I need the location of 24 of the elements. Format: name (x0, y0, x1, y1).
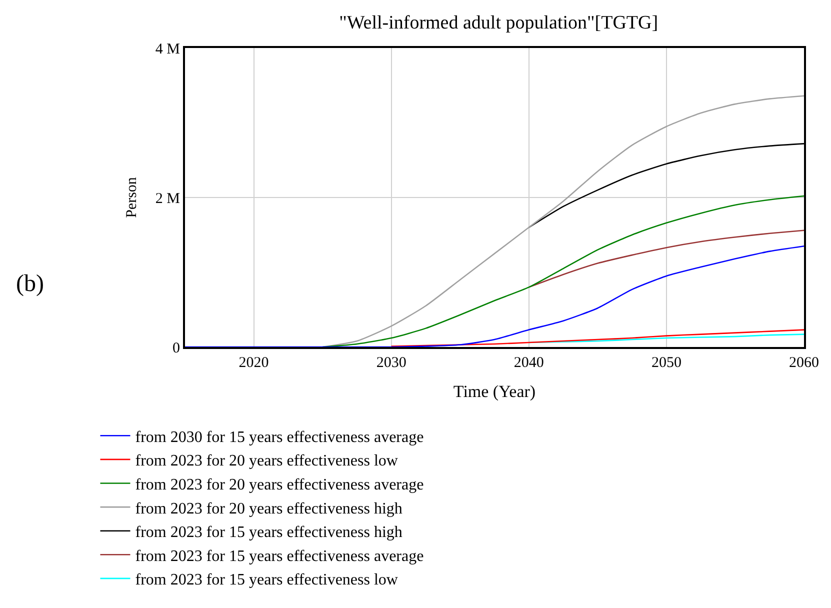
line-series (528, 230, 804, 288)
legend-label: from 2023 for 20 years effectiveness low (135, 452, 398, 470)
x-tick-label: 2050 (651, 355, 682, 371)
x-tick-label: 2030 (376, 355, 406, 371)
chart-title: "Well-informed adult population"[TGTG] (339, 12, 658, 34)
y-tick-label: 2 M (155, 190, 180, 207)
y-axis-title: Person (124, 176, 140, 218)
legend-label: from 2030 for 15 years effectiveness average (135, 428, 424, 446)
legend-label: from 2023 for 20 years effectiveness high (135, 500, 402, 518)
line-series (185, 245, 804, 347)
line-series (390, 329, 804, 347)
legend-label: from 2023 for 20 years effectiveness average (135, 476, 424, 494)
x-tick-label: 2020 (238, 355, 269, 371)
y-tick-label: 0 (172, 340, 180, 356)
legend-label: from 2023 for 15 years effectiveness low (135, 572, 398, 589)
line-series (322, 95, 804, 347)
y-tick-label: 4 M (155, 41, 180, 58)
x-tick-label: 2040 (514, 355, 544, 371)
text: (b) (16, 271, 44, 297)
x-tick-label: 2060 (789, 355, 819, 371)
legend-label: from 2023 for 15 years effectiveness average (135, 548, 424, 565)
x-axis-title: Time (Year) (453, 382, 536, 401)
line-series (322, 195, 804, 347)
legend-label: from 2023 for 15 years effectiveness high (135, 524, 402, 542)
